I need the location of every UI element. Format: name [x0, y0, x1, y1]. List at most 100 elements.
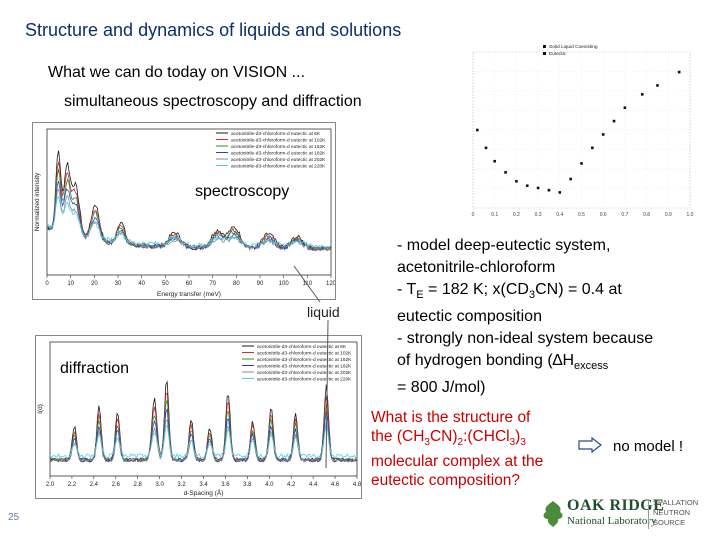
x-tick-label: 0 [472, 212, 475, 218]
x-tick-label: 3.4 [199, 482, 208, 488]
data-point [623, 106, 627, 110]
desc-line2: acetonitrile-chloroform [397, 259, 556, 276]
logo-sns: SPALLATION NEUTRON SOURCE [653, 498, 699, 527]
data-point [601, 133, 605, 136]
question-block: What is the structure of the (CH3CN)2:(C… [371, 409, 544, 490]
spectroscopy-label: spectroscopy [195, 183, 290, 200]
x-tick-label: 0.3 [535, 212, 542, 218]
description-block: - model deep-eutectic system, acetonitri… [397, 235, 687, 399]
x-tick-label: 0.4 [556, 212, 563, 218]
x-tick-label: 40 [138, 281, 145, 287]
series-line [46, 161, 332, 252]
diffraction-plot: 2.0 2.2 2.4 2.6 2.8 3.0 3.2 3.4 3.6 3.8 4.0 4.2 4.4 4… [35, 335, 362, 499]
right-arrow-icon [578, 437, 602, 453]
x-tick-label: 2.6 [112, 482, 121, 488]
legend-label: acetonitrile-d3-chloroform-d eutectic at… [231, 138, 326, 144]
subtitle-vision: What we can do today on VISION ... [48, 64, 306, 81]
oak-leaf-icon [543, 501, 563, 527]
x-tick-label: 4.0 [265, 482, 274, 488]
desc-line1: - model deep-eutectic system, [397, 237, 611, 254]
ornl-logo: OAK RIDGE National Laboratory SPALLATION… [540, 495, 720, 535]
x-tick-label: 0 [45, 281, 49, 287]
data-point [525, 184, 529, 188]
x-tick-label: 110 [303, 281, 313, 287]
series-line [49, 424, 358, 459]
legend-label: Solid Liquid Coexisting [549, 44, 598, 50]
desc-line3: - TE = 182 K; x(CD3CN) = 0.4 at [397, 281, 622, 302]
liquid-label: liquid [307, 304, 340, 320]
x-tick-label: 30 [115, 281, 122, 287]
logo-name-line2: National Laboratory [567, 515, 657, 527]
data-point [677, 70, 681, 74]
x-tick-label: 2.0 [46, 482, 55, 488]
data-point [591, 146, 594, 150]
x-tick-label: 0.2 [513, 212, 520, 218]
x-tick-label: 60 [186, 281, 193, 287]
legend-label: acetonitrile-d3-chloroform-d eutectic at… [257, 377, 352, 383]
logo-name-line1: OAK RIDGE [567, 497, 665, 514]
x-tick-label: 3.8 [243, 482, 252, 488]
legend-label: acetonitrile-d3-chloroform-d eutectic at… [231, 157, 326, 163]
x-tick-label: 70 [209, 281, 216, 287]
x-tick-label: 50 [162, 281, 169, 287]
x-tick-label: 90 [257, 281, 264, 287]
diffraction-label: diffraction [60, 360, 130, 377]
x-tick-label: 0.7 [621, 212, 628, 218]
data-point [558, 191, 562, 194]
x-tick-label: 4.2 [287, 482, 296, 488]
liquid-pointer-lines [293, 265, 329, 469]
slide-title: Structure and dynamics of liquids and so… [25, 20, 402, 40]
y-axis-label: I(d) [37, 404, 44, 414]
x-tick-label: 2.2 [68, 482, 77, 488]
x-axis-label: Energy transfer (meV) [157, 291, 221, 298]
x-tick-label: 3.2 [177, 482, 186, 488]
legend-label: acetonitrile-d3-chloroform-d eutectic at… [257, 351, 352, 357]
data-point [504, 171, 507, 174]
x-tick-label: 120 [326, 281, 336, 287]
data-point [656, 84, 659, 87]
legend-label: acetonitrile-d3-chloroform-d eutectic at… [231, 144, 326, 150]
logo-divider [648, 499, 649, 529]
series-line [46, 168, 332, 252]
page-number: 25 [8, 512, 20, 523]
x-tick-label: 2.8 [134, 482, 143, 488]
x-tick-label: 2.4 [90, 482, 99, 488]
x-tick-label: 3.0 [155, 482, 164, 488]
x-tick-label: 10 [67, 281, 74, 287]
data-point [547, 188, 551, 192]
legend-label: acetonitrile-d3-chloroform-d eutectic at… [257, 370, 352, 376]
no-model-text: no model ! [613, 438, 684, 455]
desc-line4: eutectic composition [397, 308, 542, 326]
x-tick-label: 3.6 [221, 482, 230, 488]
x-tick-label: 1.0 [687, 212, 694, 218]
x-tick-label: 20 [91, 281, 98, 287]
desc-line7: = 800 J/mol) [397, 379, 486, 397]
x-tick-label: 0.9 [665, 212, 672, 218]
data-point [640, 93, 644, 96]
series-line [46, 195, 332, 249]
data-point [536, 186, 540, 190]
legend-label: acetonitrile-d3-chloroform-d eutectic at… [231, 131, 321, 137]
desc-line6: of hydrogen bonding (∆Hexcess [397, 352, 609, 373]
x-tick-label: 100 [279, 281, 290, 287]
y-axis-label: Normalized intensity [34, 172, 41, 231]
phase-diagram-plot: 0 0.1 0.2 0.3 0.4 0.5 0.6 0.7 0.8 0.9 1.0 Solid Li… [445, 40, 710, 226]
desc-line5: - strongly non-ideal system because [397, 330, 654, 348]
legend-label: acetonitrile-d3-chloroform-d eutectic at… [257, 344, 347, 350]
data-point [484, 146, 488, 150]
x-tick-label: 80 [233, 281, 240, 287]
x-tick-label: 4.4 [309, 482, 318, 488]
data-point [476, 128, 479, 132]
legend-label: Eutectic [549, 51, 567, 57]
data-point [580, 162, 583, 165]
data-point [493, 159, 496, 163]
spectroscopy-plot: 0 10 20 30 40 50 60 70 80 90 100 110 120 Energy trans… [32, 122, 336, 300]
x-tick-label: 0.5 [578, 212, 585, 218]
x-axis-label: d-Spacing (Å) [184, 488, 224, 497]
subtitle-simultaneous: simultaneous spectroscopy and diffractio… [64, 93, 362, 110]
x-tick-label: 4.8 [353, 482, 362, 488]
legend-swatch [543, 52, 546, 55]
series-line [49, 392, 358, 463]
x-tick-label: 0.1 [491, 212, 498, 218]
legend-label: acetonitrile-d3-chloroform-d eutectic at… [257, 357, 352, 363]
